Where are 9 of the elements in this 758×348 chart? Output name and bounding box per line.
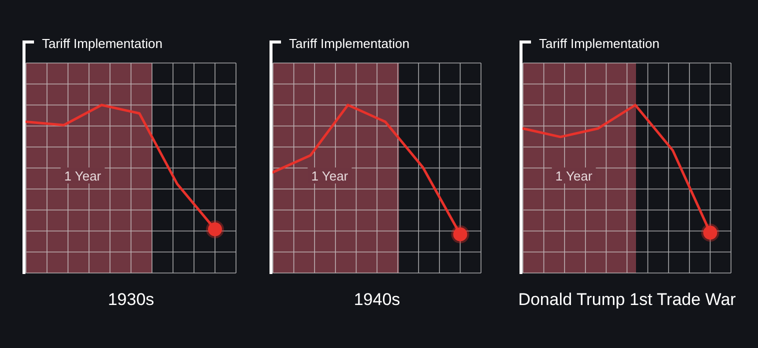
y-axis-title: Tariff Implementation: [539, 36, 660, 51]
annotation: 1 Year: [64, 168, 102, 184]
annotation: 1 Year: [311, 168, 349, 184]
text: Donald Trump 1st Trade War: [518, 290, 736, 309]
text: 1940s: [354, 290, 400, 309]
y-axis-title: Tariff Implementation: [289, 36, 410, 51]
text: 1930s: [108, 290, 154, 309]
annotation: 1 Year: [555, 168, 593, 184]
y-axis-title: Tariff Implementation: [42, 36, 162, 51]
